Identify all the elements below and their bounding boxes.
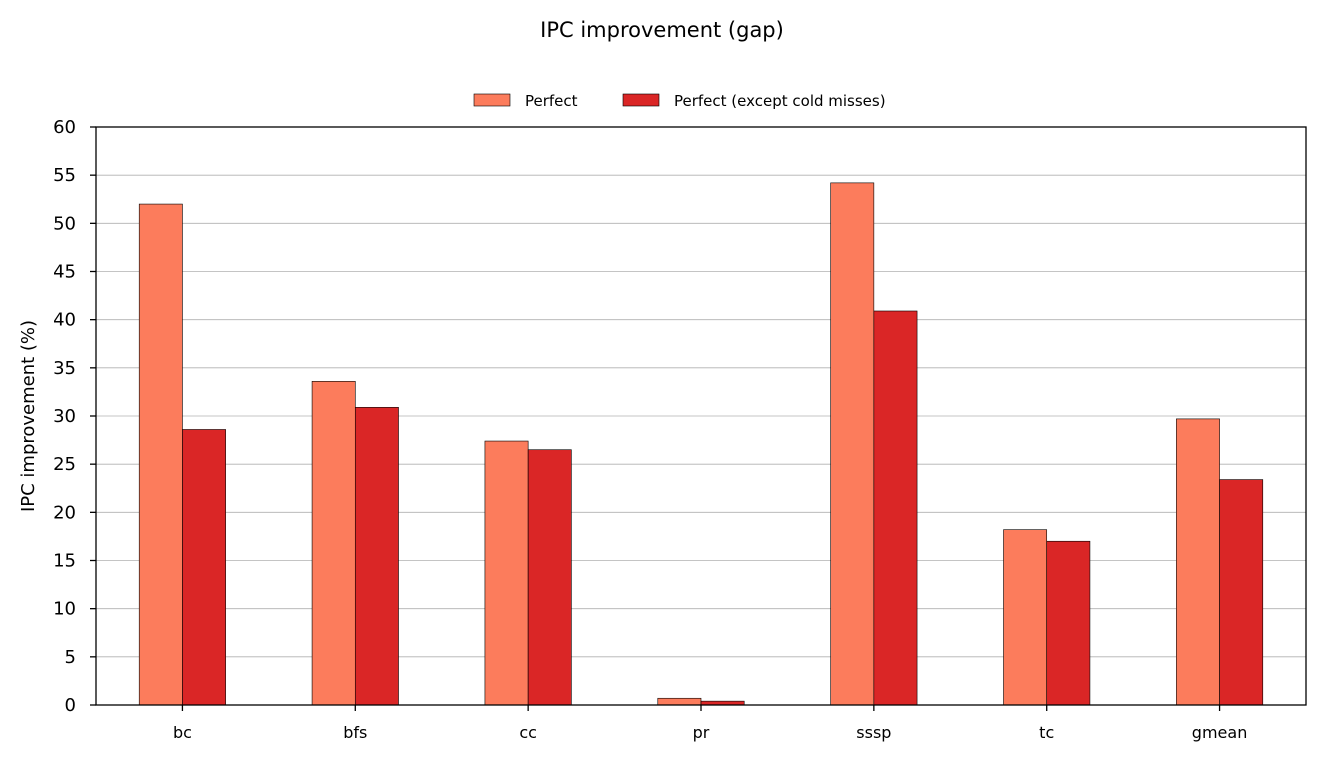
x-tick-label: gmean (1192, 723, 1248, 742)
y-tick-label: 35 (53, 358, 76, 379)
x-tick-label: tc (1039, 723, 1054, 742)
y-tick-label: 20 (53, 502, 76, 523)
y-axis-label: IPC improvement (%) (18, 320, 39, 512)
y-tick-label: 15 (53, 551, 76, 572)
bar-cc-series-1 (484, 440, 529, 706)
bar-sssp-series-1 (830, 182, 875, 706)
bar-gmean-series-2 (1219, 479, 1264, 706)
y-tick-label: 5 (65, 647, 76, 668)
bars (138, 182, 1264, 706)
legend-label: Perfect (except cold misses) (674, 92, 886, 110)
x-axis: bc bfs cc pr sssp tc gmean (173, 705, 1247, 742)
y-axis: 0 5 10 15 20 25 30 35 40 45 50 55 60 (53, 117, 96, 716)
bar-bc-series-1 (138, 203, 183, 706)
x-tick-label: bfs (343, 723, 367, 742)
bar-bc-series-2 (182, 429, 226, 706)
bar-bfs-series-2 (354, 407, 399, 706)
y-tick-label: 30 (53, 406, 76, 427)
y-tick-label: 25 (53, 454, 76, 475)
bar-tc-series-2 (1046, 540, 1091, 706)
x-tick-label: pr (693, 723, 710, 742)
bar-bfs-series-1 (311, 381, 356, 706)
legend-label: Perfect (525, 92, 578, 110)
x-tick-label: cc (519, 723, 537, 742)
bar-cc-series-2 (527, 449, 572, 706)
bar-tc-series-1 (1003, 529, 1048, 706)
y-tick-label: 60 (53, 117, 76, 138)
bar-sssp-series-2 (873, 310, 918, 706)
x-tick-label: sssp (856, 723, 891, 742)
bar-gmean-series-1 (1176, 418, 1220, 706)
x-tick-label: bc (173, 723, 192, 742)
chart-title: IPC improvement (gap) (540, 18, 784, 42)
legend: Perfect Perfect (except cold misses) (473, 92, 886, 110)
legend-swatch (473, 93, 511, 107)
y-tick-label: 50 (53, 213, 76, 234)
gridlines (96, 174, 1306, 658)
y-tick-label: 45 (53, 262, 76, 283)
y-tick-label: 55 (53, 165, 76, 186)
bar-pr-series-1 (657, 697, 702, 706)
y-tick-label: 40 (53, 310, 76, 331)
legend-swatch (622, 93, 660, 107)
y-tick-label: 10 (53, 599, 76, 620)
y-tick-label: 0 (65, 695, 76, 716)
